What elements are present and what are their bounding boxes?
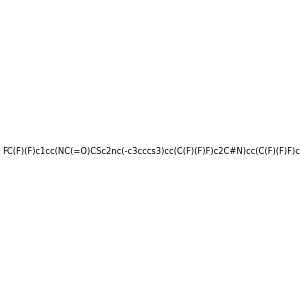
Text: FC(F)(F)c1cc(NC(=O)CSc2nc(-c3cccs3)cc(C(F)(F)F)c2C#N)cc(C(F)(F)F)c1: FC(F)(F)c1cc(NC(=O)CSc2nc(-c3cccs3)cc(C(… — [2, 147, 300, 156]
